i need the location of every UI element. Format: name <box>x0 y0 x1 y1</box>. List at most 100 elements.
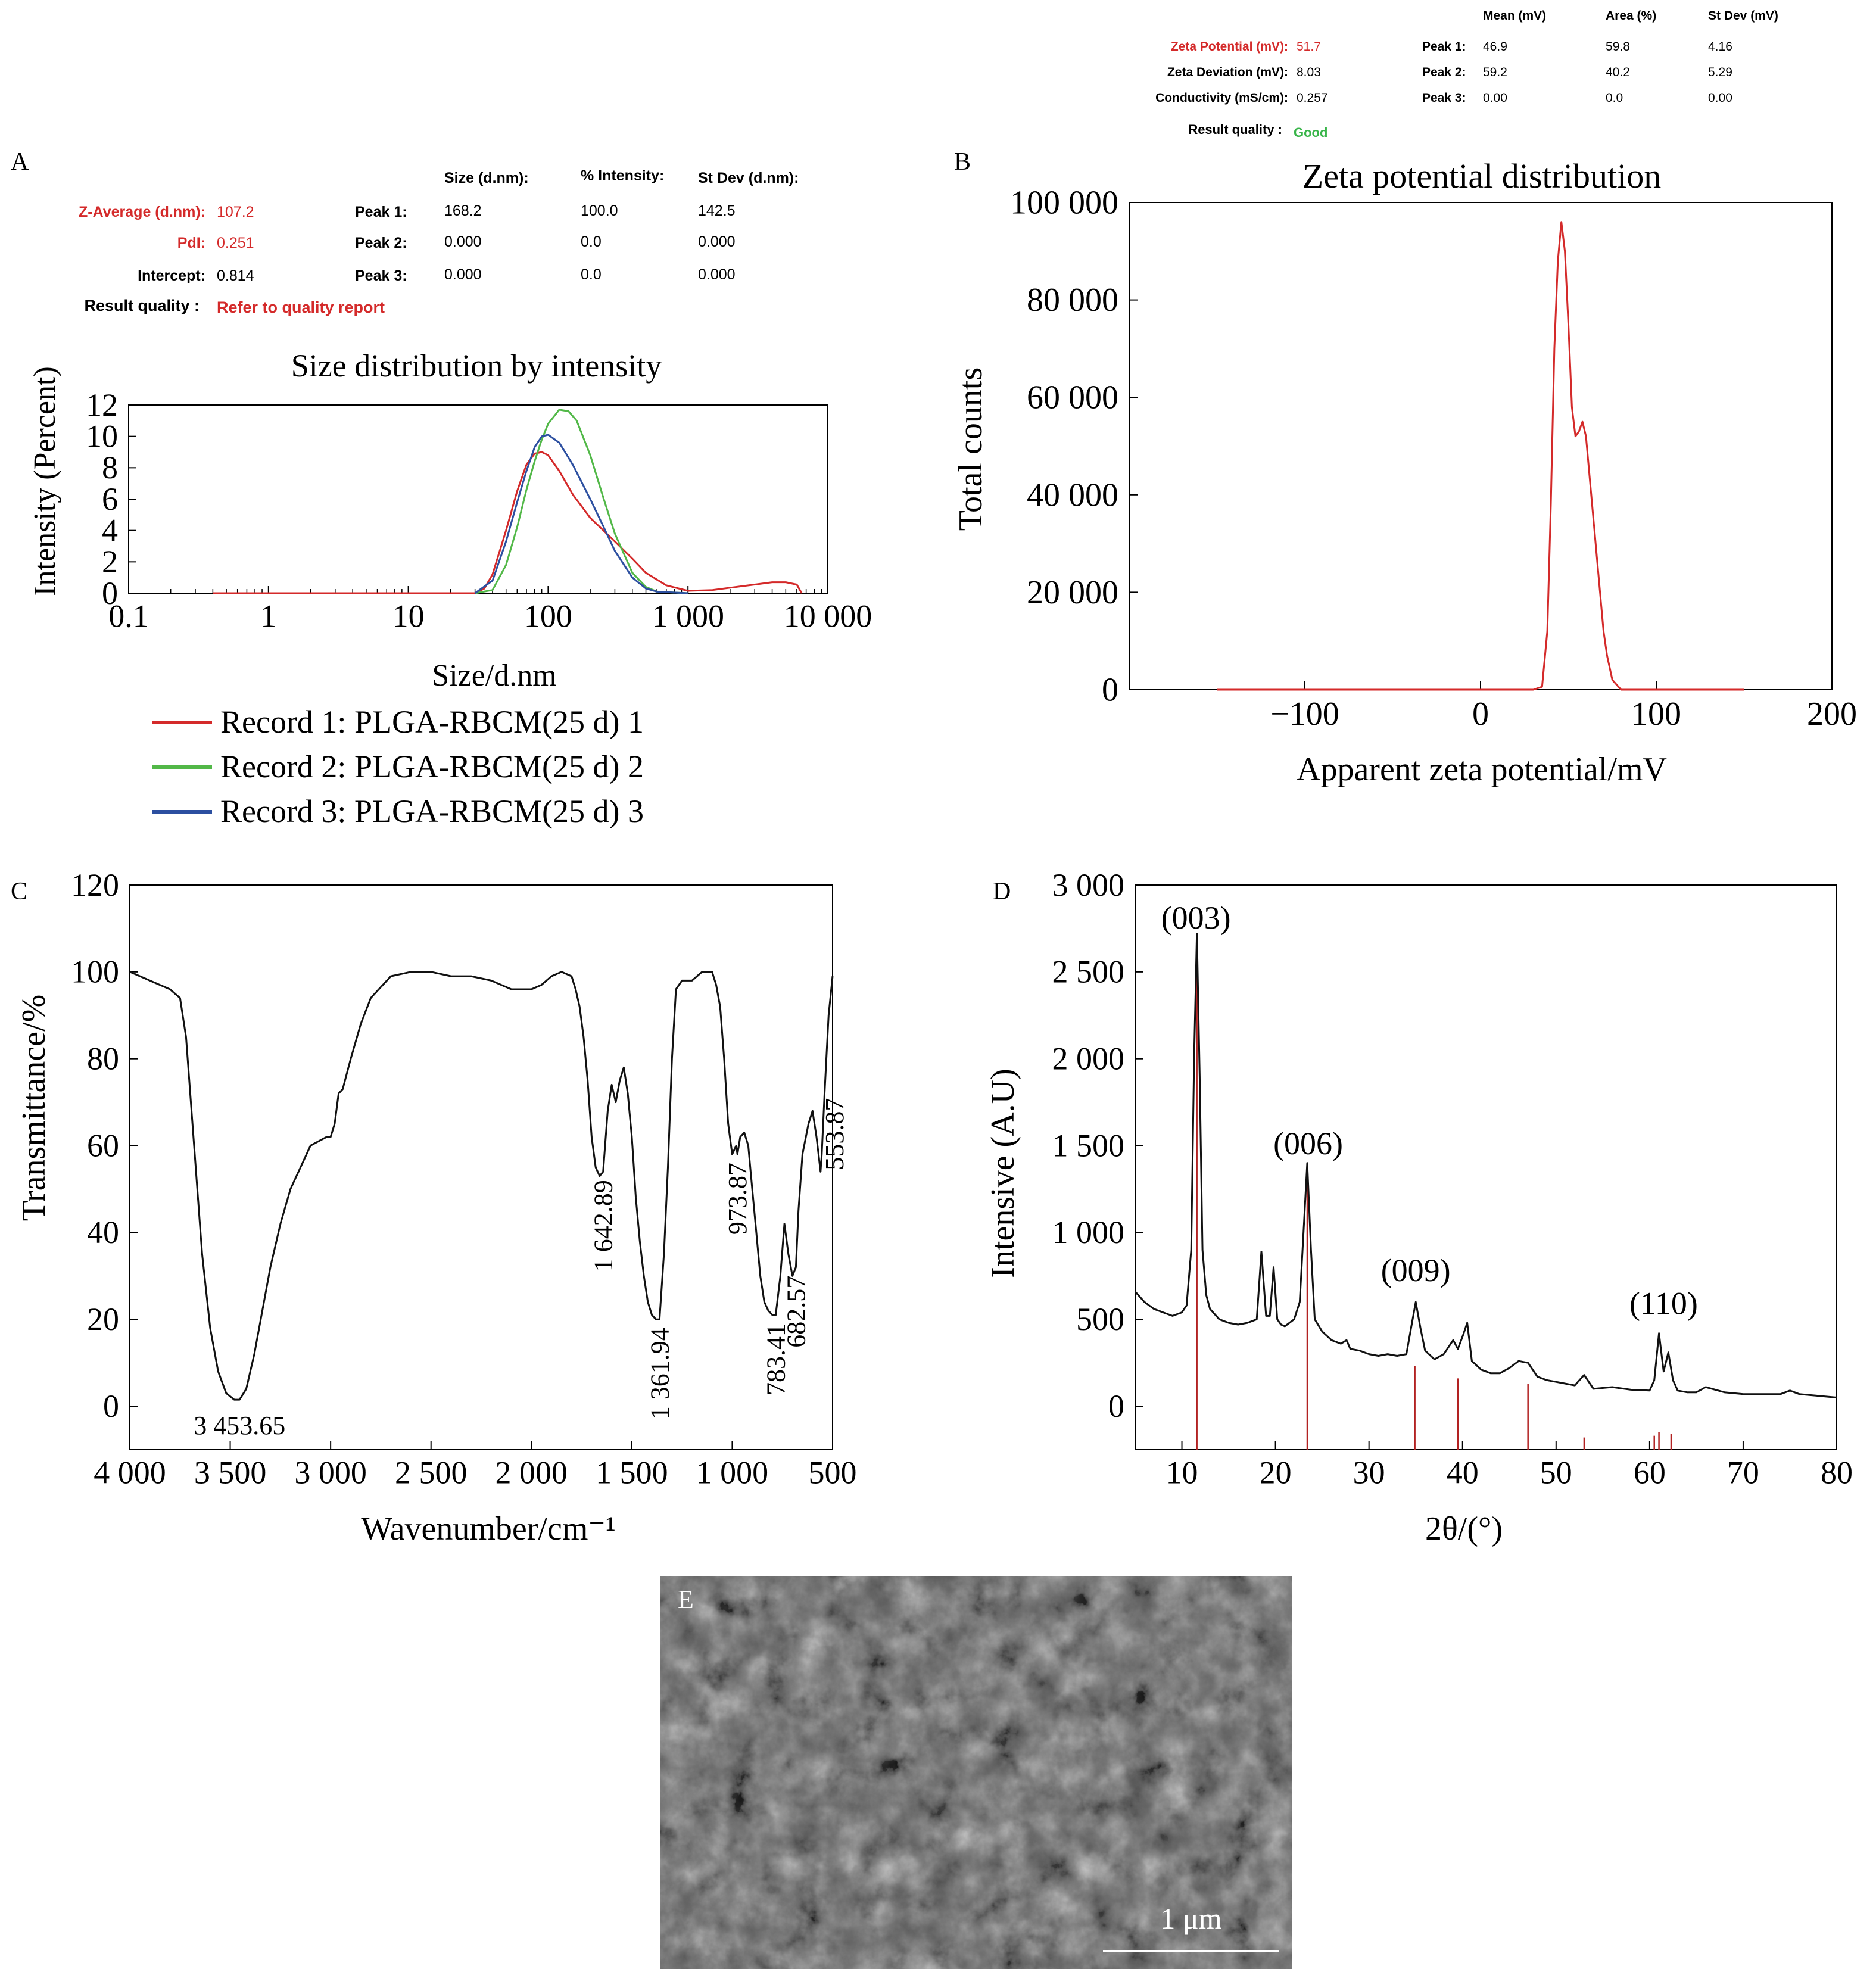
peak-label: 682.57 <box>781 1276 811 1348</box>
y-tick-label: 2 <box>102 544 118 580</box>
panel-a-peak2-size: 0.000 <box>444 233 482 250</box>
peak-label: 1 361.94 <box>645 1328 674 1419</box>
x-tick-label: 80 <box>1821 1455 1853 1491</box>
panel-a-header-3: St Dev (d.nm): <box>698 170 799 186</box>
panel-c-series <box>129 971 834 1401</box>
legend-label-record-1: Record 1: PLGA-RBCM(25 d) 1 <box>220 704 644 740</box>
panel-a-title: Size distribution by intensity <box>291 348 662 384</box>
panel-c-ylabel: Transmittance/% <box>15 995 52 1222</box>
panel-b-peak1-label: Peak 1: <box>1422 40 1466 54</box>
panel-a-peak2-intensity: 0.0 <box>581 233 602 250</box>
x-tick-label: 200 <box>1807 696 1857 733</box>
panel-d-series <box>1134 933 1837 1398</box>
panel-a-ylabel: Intensity (Percent) <box>28 366 62 596</box>
x-tick-label: 100 <box>1631 696 1681 733</box>
panel-c-curve <box>129 971 834 1401</box>
panel-a-quality-value: Refer to quality report <box>217 298 385 316</box>
x-tick-label: 100 <box>524 599 572 634</box>
x-tick-label: −100 <box>1270 696 1339 733</box>
panel-a-peak3-intensity: 0.0 <box>581 266 602 283</box>
panel-a-peak3-size: 0.000 <box>444 266 482 283</box>
x-tick-label: 10 <box>392 599 425 634</box>
peak-label: 783.41 <box>761 1323 790 1395</box>
x-tick-label: 3 500 <box>194 1455 267 1491</box>
x-tick-label: 10 <box>1166 1455 1198 1491</box>
peak-label: 1 642.89 <box>589 1180 618 1272</box>
x-tick-label: 2 500 <box>395 1455 468 1491</box>
panel-c-letter: C <box>11 878 27 905</box>
x-tick-label: 4 000 <box>94 1455 166 1491</box>
panel-c-axes: 4 000 3 500 3 000 2 500 2 000 1 500 1 000 500 0 2… <box>71 867 857 1491</box>
panel-a-letter: A <box>11 148 29 176</box>
panel-b-header-2: Area (%) <box>1606 9 1656 23</box>
panel-a-pdi-value: 0.251 <box>217 235 254 251</box>
panel-b-axes: −100 0 100 200 0 20 000 40 000 60 000 80 000 100 … <box>1010 184 1857 732</box>
panel-b-zeta-label: Zeta Potential (mV): <box>1171 40 1288 54</box>
y-tick-label: 10 <box>86 418 118 454</box>
panel-a-quality-label: Result quality : <box>84 297 200 314</box>
x-tick-label: 10 000 <box>784 599 872 634</box>
x-tick-label: 1 500 <box>596 1455 668 1491</box>
panel-a-zavg-value: 107.2 <box>217 204 254 220</box>
panel-b-deviation-label: Zeta Deviation (mV): <box>1167 66 1288 79</box>
x-tick-label: 0.1 <box>108 599 149 634</box>
panel-a-pdi-label: PdI: <box>177 235 205 251</box>
panel-a-peak2-label: Peak 2: <box>355 235 407 251</box>
panel-e-letter: E <box>678 1585 694 1614</box>
x-tick-label: 1 <box>260 599 276 634</box>
y-tick-label: 4 <box>102 512 118 548</box>
panel-a-intercept-value: 0.814 <box>217 267 254 284</box>
panel-b-peak1-stdev: 4.16 <box>1708 40 1732 54</box>
panel-b-peak2-label: Peak 2: <box>1422 66 1466 79</box>
y-tick-label: 0 <box>1108 1388 1124 1424</box>
panel-b-header-1: Mean (mV) <box>1483 9 1546 23</box>
panel-d-ylabel: Intensive (A.U) <box>984 1068 1021 1278</box>
panel-a-peak1-label: Peak 1: <box>355 204 407 220</box>
panel-b-curve <box>1217 221 1744 691</box>
y-tick-label: 40 <box>87 1214 119 1250</box>
panel-a-zavg-label: Z-Average (d.nm): <box>79 204 205 220</box>
panel-b-conductivity-label: Conductivity (mS/cm): <box>1155 91 1288 105</box>
panel-d-curve <box>1134 933 1837 1398</box>
panel-d-annotations: (003) (006) (009) (110) <box>1161 900 1698 1322</box>
x-tick-label: 1 000 <box>696 1455 769 1491</box>
y-tick-label: 40 000 <box>1027 476 1118 513</box>
sem-scale-label: 1 μm <box>1160 1902 1221 1935</box>
panel-c-peak-labels: 3 453.65 1 642.89 1 361.94 973.87 783.41682.… <box>194 1098 849 1441</box>
miller-index-label: (110) <box>1629 1285 1698 1321</box>
panel-b-xlabel: Apparent zeta potential/mV <box>1297 751 1667 788</box>
peak-label: 3 453.65 <box>194 1411 285 1440</box>
panel-b-zeta-value: 51.7 <box>1297 40 1321 54</box>
panel-e: E 1 μm <box>660 1576 1292 1969</box>
x-tick-label: 30 <box>1353 1455 1385 1491</box>
panel-d-reference-lines <box>1196 937 1672 1450</box>
peak-label: 553.87 <box>820 1098 849 1170</box>
panel-c: C Wavenumber/cm⁻¹ Transmittance/% 4 000 3… <box>11 867 857 1547</box>
miller-index-label: (009) <box>1381 1253 1451 1288</box>
panel-d: D 2θ/(°) Intensive (A.U) 10 20 30 40 50 60 70 8… <box>984 867 1853 1547</box>
panel-b-peak2-area: 40.2 <box>1606 66 1630 79</box>
series-record-1 <box>213 451 803 594</box>
panel-d-xlabel: 2θ/(°) <box>1425 1510 1503 1547</box>
y-tick-label: 100 <box>71 954 119 990</box>
panel-a-legend: Record 1: PLGA-RBCM(25 d) 1 Record 2: PL… <box>152 704 644 829</box>
legend-label-record-2: Record 2: PLGA-RBCM(25 d) 2 <box>220 749 644 784</box>
panel-c-plot-frame <box>129 884 833 1450</box>
y-tick-label: 0 <box>1102 671 1118 708</box>
x-tick-label: 3 000 <box>294 1455 367 1491</box>
y-tick-label: 3 000 <box>1052 867 1125 903</box>
y-tick-label: 6 <box>102 481 118 517</box>
panel-b-peak2-stdev: 5.29 <box>1708 66 1732 79</box>
y-tick-label: 60 000 <box>1027 379 1118 416</box>
x-tick-label: 20 <box>1260 1455 1292 1491</box>
panel-b-header-3: St Dev (mV) <box>1708 9 1778 23</box>
miller-index-label: (003) <box>1161 900 1231 936</box>
panel-a-peak1-size: 168.2 <box>444 202 482 219</box>
panel-b-conductivity-value: 0.257 <box>1297 91 1328 105</box>
miller-index-label: (006) <box>1273 1126 1343 1161</box>
panel-a-intercept-label: Intercept: <box>138 267 205 284</box>
y-tick-label: 20 <box>87 1301 119 1337</box>
x-tick-label: 0 <box>1472 696 1489 733</box>
panel-b: B Mean (mV) Area (%) St Dev (mV) Zeta Po… <box>952 9 1857 788</box>
